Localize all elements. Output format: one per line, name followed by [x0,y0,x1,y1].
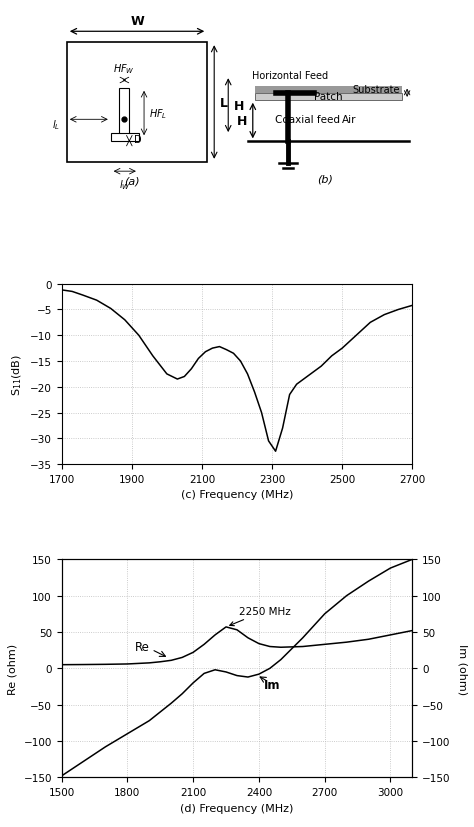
Bar [255,93,402,101]
Text: Substrate: Substrate [353,85,400,95]
Text: Im: Im [264,678,280,691]
Bar [67,43,207,163]
Text: 2250 MHz: 2250 MHz [230,606,291,626]
Text: Air: Air [342,115,356,125]
Text: Horizontal Feed: Horizontal Feed [252,71,328,81]
Text: $HF_L$: $HF_L$ [149,107,167,121]
Text: H: H [234,99,244,112]
Text: W: W [130,15,144,27]
Bar [119,88,129,139]
Text: D: D [134,136,141,146]
Text: $l_W$: $l_W$ [119,179,130,192]
Text: L: L [219,97,228,109]
Text: Re: Re [135,640,150,653]
Y-axis label: Re (ohm): Re (ohm) [8,643,18,694]
X-axis label: (d) Frequency (MHz): (d) Frequency (MHz) [180,803,294,813]
Text: H: H [237,115,247,128]
Y-axis label: Im (ohm): Im (ohm) [457,643,467,694]
Text: (a): (a) [124,176,139,186]
X-axis label: (c) Frequency (MHz): (c) Frequency (MHz) [181,490,293,500]
Text: $HF_W$: $HF_W$ [113,62,135,75]
Text: $l_L$: $l_L$ [52,118,60,131]
Text: Patch: Patch [314,93,343,103]
Bar [111,133,139,142]
Y-axis label: S$_{11}$(dB): S$_{11}$(dB) [11,353,24,395]
Text: Coaxial feed: Coaxial feed [274,115,340,125]
Bar [255,87,402,93]
Text: (b): (b) [317,174,333,184]
